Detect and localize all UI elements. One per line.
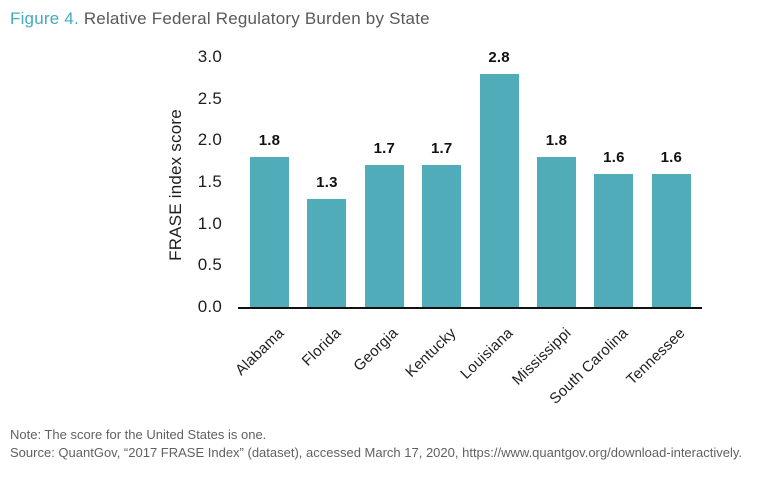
- figure-number: Figure 4.: [10, 9, 79, 28]
- y-tick-label: 0.5: [197, 255, 222, 275]
- bar: [594, 173, 634, 307]
- x-tick-label: South Carolina: [546, 324, 632, 408]
- bar-value-label: 1.6: [660, 148, 683, 166]
- bar-chart: FRASE index score 0.0 0.5 1.0 1.5 2.0 2.5 3.0 1…: [166, 47, 702, 408]
- y-tick-label: 2.0: [197, 130, 222, 150]
- bar: [651, 173, 691, 307]
- bar-value-label: 1.8: [258, 132, 281, 149]
- bar: [250, 157, 289, 307]
- bar-value-label: 1.6: [603, 148, 625, 166]
- x-tick-label: Tennessee: [623, 324, 689, 389]
- x-axis-line: [238, 307, 702, 309]
- bar-value-label: 2.8: [488, 48, 510, 66]
- chart-footnotes: Note: The score for the United States is…: [10, 426, 742, 462]
- bar: [422, 165, 462, 307]
- figure-title-text: Relative Federal Regulatory Burden by St…: [78, 9, 430, 28]
- y-tick-label: 2.5: [197, 88, 222, 108]
- bar-value-label: 1.8: [545, 132, 568, 149]
- bar: [537, 157, 576, 307]
- x-tick-label: Kentucky: [401, 324, 460, 381]
- y-tick-label: 1.5: [197, 172, 222, 191]
- y-tick-label: 3.0: [197, 47, 222, 66]
- bar: [307, 198, 347, 307]
- figure-title: Figure 4. Relative Federal Regulatory Bu…: [10, 9, 430, 29]
- y-tick-label: 0.0: [197, 297, 222, 316]
- bar-value-label: 1.7: [373, 140, 396, 158]
- bar: [479, 73, 519, 307]
- source-text: Source: QuantGov, “2017 FRASE Index” (da…: [10, 445, 742, 460]
- y-tick-label: 1.0: [197, 213, 222, 233]
- bar-value-label: 1.3: [316, 173, 338, 191]
- x-tick-label: Florida: [298, 324, 345, 370]
- x-tick-label: Louisiana: [457, 324, 517, 383]
- bar-value-label: 1.7: [430, 140, 453, 158]
- bar: [364, 165, 404, 307]
- x-tick-label: Alabama: [231, 324, 288, 379]
- x-tick-label: Mississippi: [508, 324, 575, 389]
- note-text: Note: The score for the United States is…: [10, 427, 267, 442]
- x-tick-label: Georgia: [350, 324, 402, 375]
